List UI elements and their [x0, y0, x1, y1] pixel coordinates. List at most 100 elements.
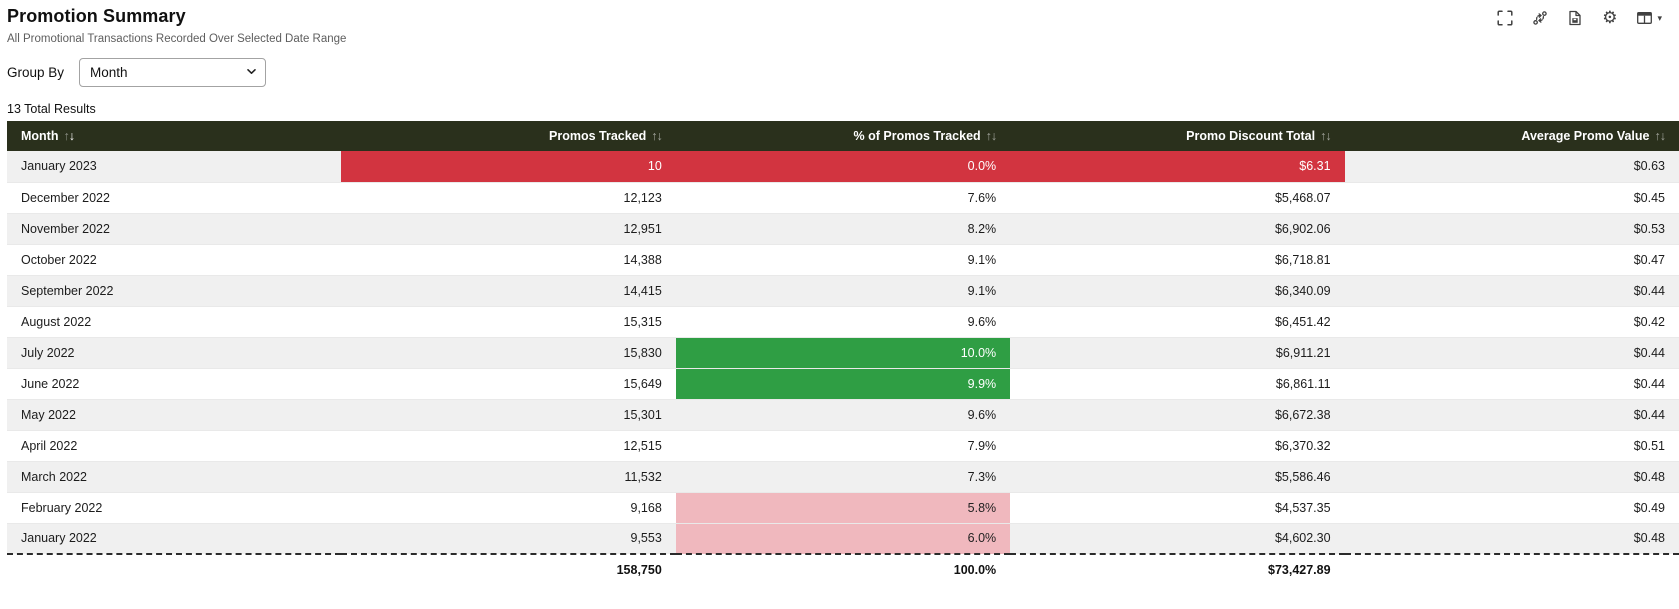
col-header-promo-discount-total[interactable]: Promo Discount Total ↑↓ — [1010, 121, 1345, 151]
settings-button[interactable]: ⚙ — [1601, 9, 1618, 27]
cell-avg: $0.42 — [1344, 306, 1679, 338]
cell-discount: $6,451.42 — [1010, 306, 1345, 338]
cell-discount: $4,537.35 — [1010, 492, 1345, 524]
table-row: December 2022 12,123 7.6% $5,468.07 $0.45 — [7, 182, 1679, 214]
page-subtitle: All Promotional Transactions Recorded Ov… — [7, 33, 347, 45]
promotion-summary-table: Month ↑↓ Promos Tracked ↑↓ % of Promos Tra… — [7, 121, 1679, 584]
cell-discount: $6,902.06 — [1010, 213, 1345, 245]
table-row: March 2022 11,532 7.3% $5,586.46 $0.48 — [7, 461, 1679, 493]
cell-avg: $0.51 — [1344, 430, 1679, 462]
sort-asc-icon: ↑ — [1320, 129, 1326, 143]
cell-discount: $5,468.07 — [1010, 182, 1345, 214]
col-header-promos-tracked[interactable]: Promos Tracked ↑↓ — [341, 121, 676, 151]
cell-promos: 15,301 — [341, 399, 676, 431]
sort-asc-icon: ↑ — [63, 129, 69, 143]
cell-promos: 15,830 — [341, 337, 676, 369]
table-body: January 2023 10 0.0% $6.31 $0.63 December 202… — [7, 151, 1679, 555]
cell-promos: 12,123 — [341, 182, 676, 214]
table-row: January 2023 10 0.0% $6.31 $0.63 — [7, 151, 1679, 183]
sort-asc-icon: ↑ — [651, 129, 657, 143]
cell-promos: 9,553 — [341, 523, 676, 555]
col-header-average-promo-value[interactable]: Average Promo Value ↑↓ — [1344, 121, 1679, 151]
group-by-select-wrap: Month — [79, 58, 267, 87]
col-label: Promo Discount Total — [1186, 129, 1316, 143]
cell-month: February 2022 — [7, 492, 342, 524]
flow-button[interactable] — [1531, 9, 1549, 27]
toolbar: ⚙ ▾ — [1496, 9, 1663, 27]
cell-promos: 14,415 — [341, 275, 676, 307]
cell-month: June 2022 — [7, 368, 342, 400]
group-by-label: Group By — [7, 65, 65, 80]
sort-asc-icon: ↑ — [1654, 129, 1661, 143]
sort-desc-icon: ↓ — [68, 129, 75, 143]
cell-avg: $0.48 — [1344, 523, 1679, 555]
cell-promos: 11,532 — [341, 461, 676, 493]
cell-promos: 12,951 — [341, 213, 676, 245]
cell-month: August 2022 — [7, 306, 342, 338]
cell-month: May 2022 — [7, 399, 342, 431]
cell-promos: 9,168 — [341, 492, 676, 524]
table-footer-row: 158,750 100.0% $73,427.89 — [7, 553, 1679, 584]
cell-pct: 7.9% — [675, 430, 1011, 462]
cell-avg: $0.44 — [1344, 399, 1679, 431]
cell-promos: 14,388 — [341, 244, 676, 276]
settings-gear-icon: ⚙ — [1602, 8, 1618, 28]
cell-promos: 12,515 — [341, 430, 676, 462]
title-block: Promotion Summary All Promotional Transa… — [7, 6, 346, 45]
cell-promos: 15,649 — [341, 368, 676, 400]
layout-menu-button[interactable]: ▾ — [1635, 9, 1663, 27]
cell-promos: 10 — [341, 151, 676, 183]
cell-month: November 2022 — [7, 213, 342, 245]
footer-avg — [1344, 553, 1679, 584]
footer-promos-total: 158,750 — [341, 553, 676, 584]
cell-promos: 15,315 — [341, 306, 676, 338]
col-label: Promos Tracked — [549, 129, 647, 143]
cell-pct: 9.6% — [675, 306, 1011, 338]
cell-month: December 2022 — [7, 182, 342, 214]
cell-month: January 2023 — [7, 151, 342, 183]
results-count: 13 Total Results — [7, 102, 96, 116]
table-row: January 2022 9,553 6.0% $4,602.30 $0.48 — [7, 523, 1679, 555]
group-by-select[interactable]: Month — [79, 58, 267, 87]
cell-month: July 2022 — [7, 337, 342, 369]
col-header-pct-promos-tracked[interactable]: % of Promos Tracked ↑↓ — [675, 121, 1011, 151]
table-header-row: Month ↑↓ Promos Tracked ↑↓ % of Promos Tra… — [7, 121, 1679, 151]
fullscreen-button[interactable] — [1496, 9, 1514, 27]
cell-pct: 10.0% — [675, 337, 1011, 369]
col-header-month[interactable]: Month ↑↓ — [7, 121, 342, 151]
page-title: Promotion Summary — [7, 6, 186, 26]
cell-pct: 5.8% — [675, 492, 1011, 524]
table-row: October 2022 14,388 9.1% $6,718.81 $0.47 — [7, 244, 1679, 276]
footer-pct-total: 100.0% — [675, 553, 1011, 584]
cell-discount: $6,911.21 — [1010, 337, 1345, 369]
fullscreen-icon — [1497, 10, 1513, 26]
export-file-icon — [1569, 10, 1581, 26]
cell-avg: $0.44 — [1344, 337, 1679, 369]
chevron-down-icon: ▾ — [1657, 12, 1662, 23]
cell-avg: $0.47 — [1344, 244, 1679, 276]
cell-avg: $0.44 — [1344, 368, 1679, 400]
sort-desc-icon: ↓ — [990, 129, 997, 143]
table-row: February 2022 9,168 5.8% $4,537.35 $0.49 — [7, 492, 1679, 524]
cell-avg: $0.53 — [1344, 213, 1679, 245]
table-row: November 2022 12,951 8.2% $6,902.06 $0.53 — [7, 213, 1679, 245]
cell-pct: 0.0% — [675, 151, 1011, 183]
cell-month: January 2022 — [7, 523, 342, 555]
export-button[interactable] — [1566, 9, 1584, 27]
sort-desc-icon: ↓ — [1325, 129, 1331, 143]
cell-pct: 9.6% — [675, 399, 1011, 431]
cell-pct: 8.2% — [675, 213, 1011, 245]
table-row: September 2022 14,415 9.1% $6,340.09 $0.44 — [7, 275, 1679, 307]
table-row: July 2022 15,830 10.0% $6,911.21 $0.44 — [7, 337, 1679, 369]
cell-month: September 2022 — [7, 275, 342, 307]
cell-avg: $0.45 — [1344, 182, 1679, 214]
flow-arrows-icon — [1533, 11, 1547, 25]
cell-avg: $0.49 — [1344, 492, 1679, 524]
cell-month: April 2022 — [7, 430, 342, 462]
table-layout-icon — [1637, 12, 1653, 24]
cell-discount: $6.31 — [1010, 151, 1345, 183]
col-label: Month — [21, 129, 59, 143]
cell-discount: $6,672.38 — [1010, 399, 1345, 431]
table-row: April 2022 12,515 7.9% $6,370.32 $0.51 — [7, 430, 1679, 462]
cell-pct: 9.1% — [675, 275, 1011, 307]
